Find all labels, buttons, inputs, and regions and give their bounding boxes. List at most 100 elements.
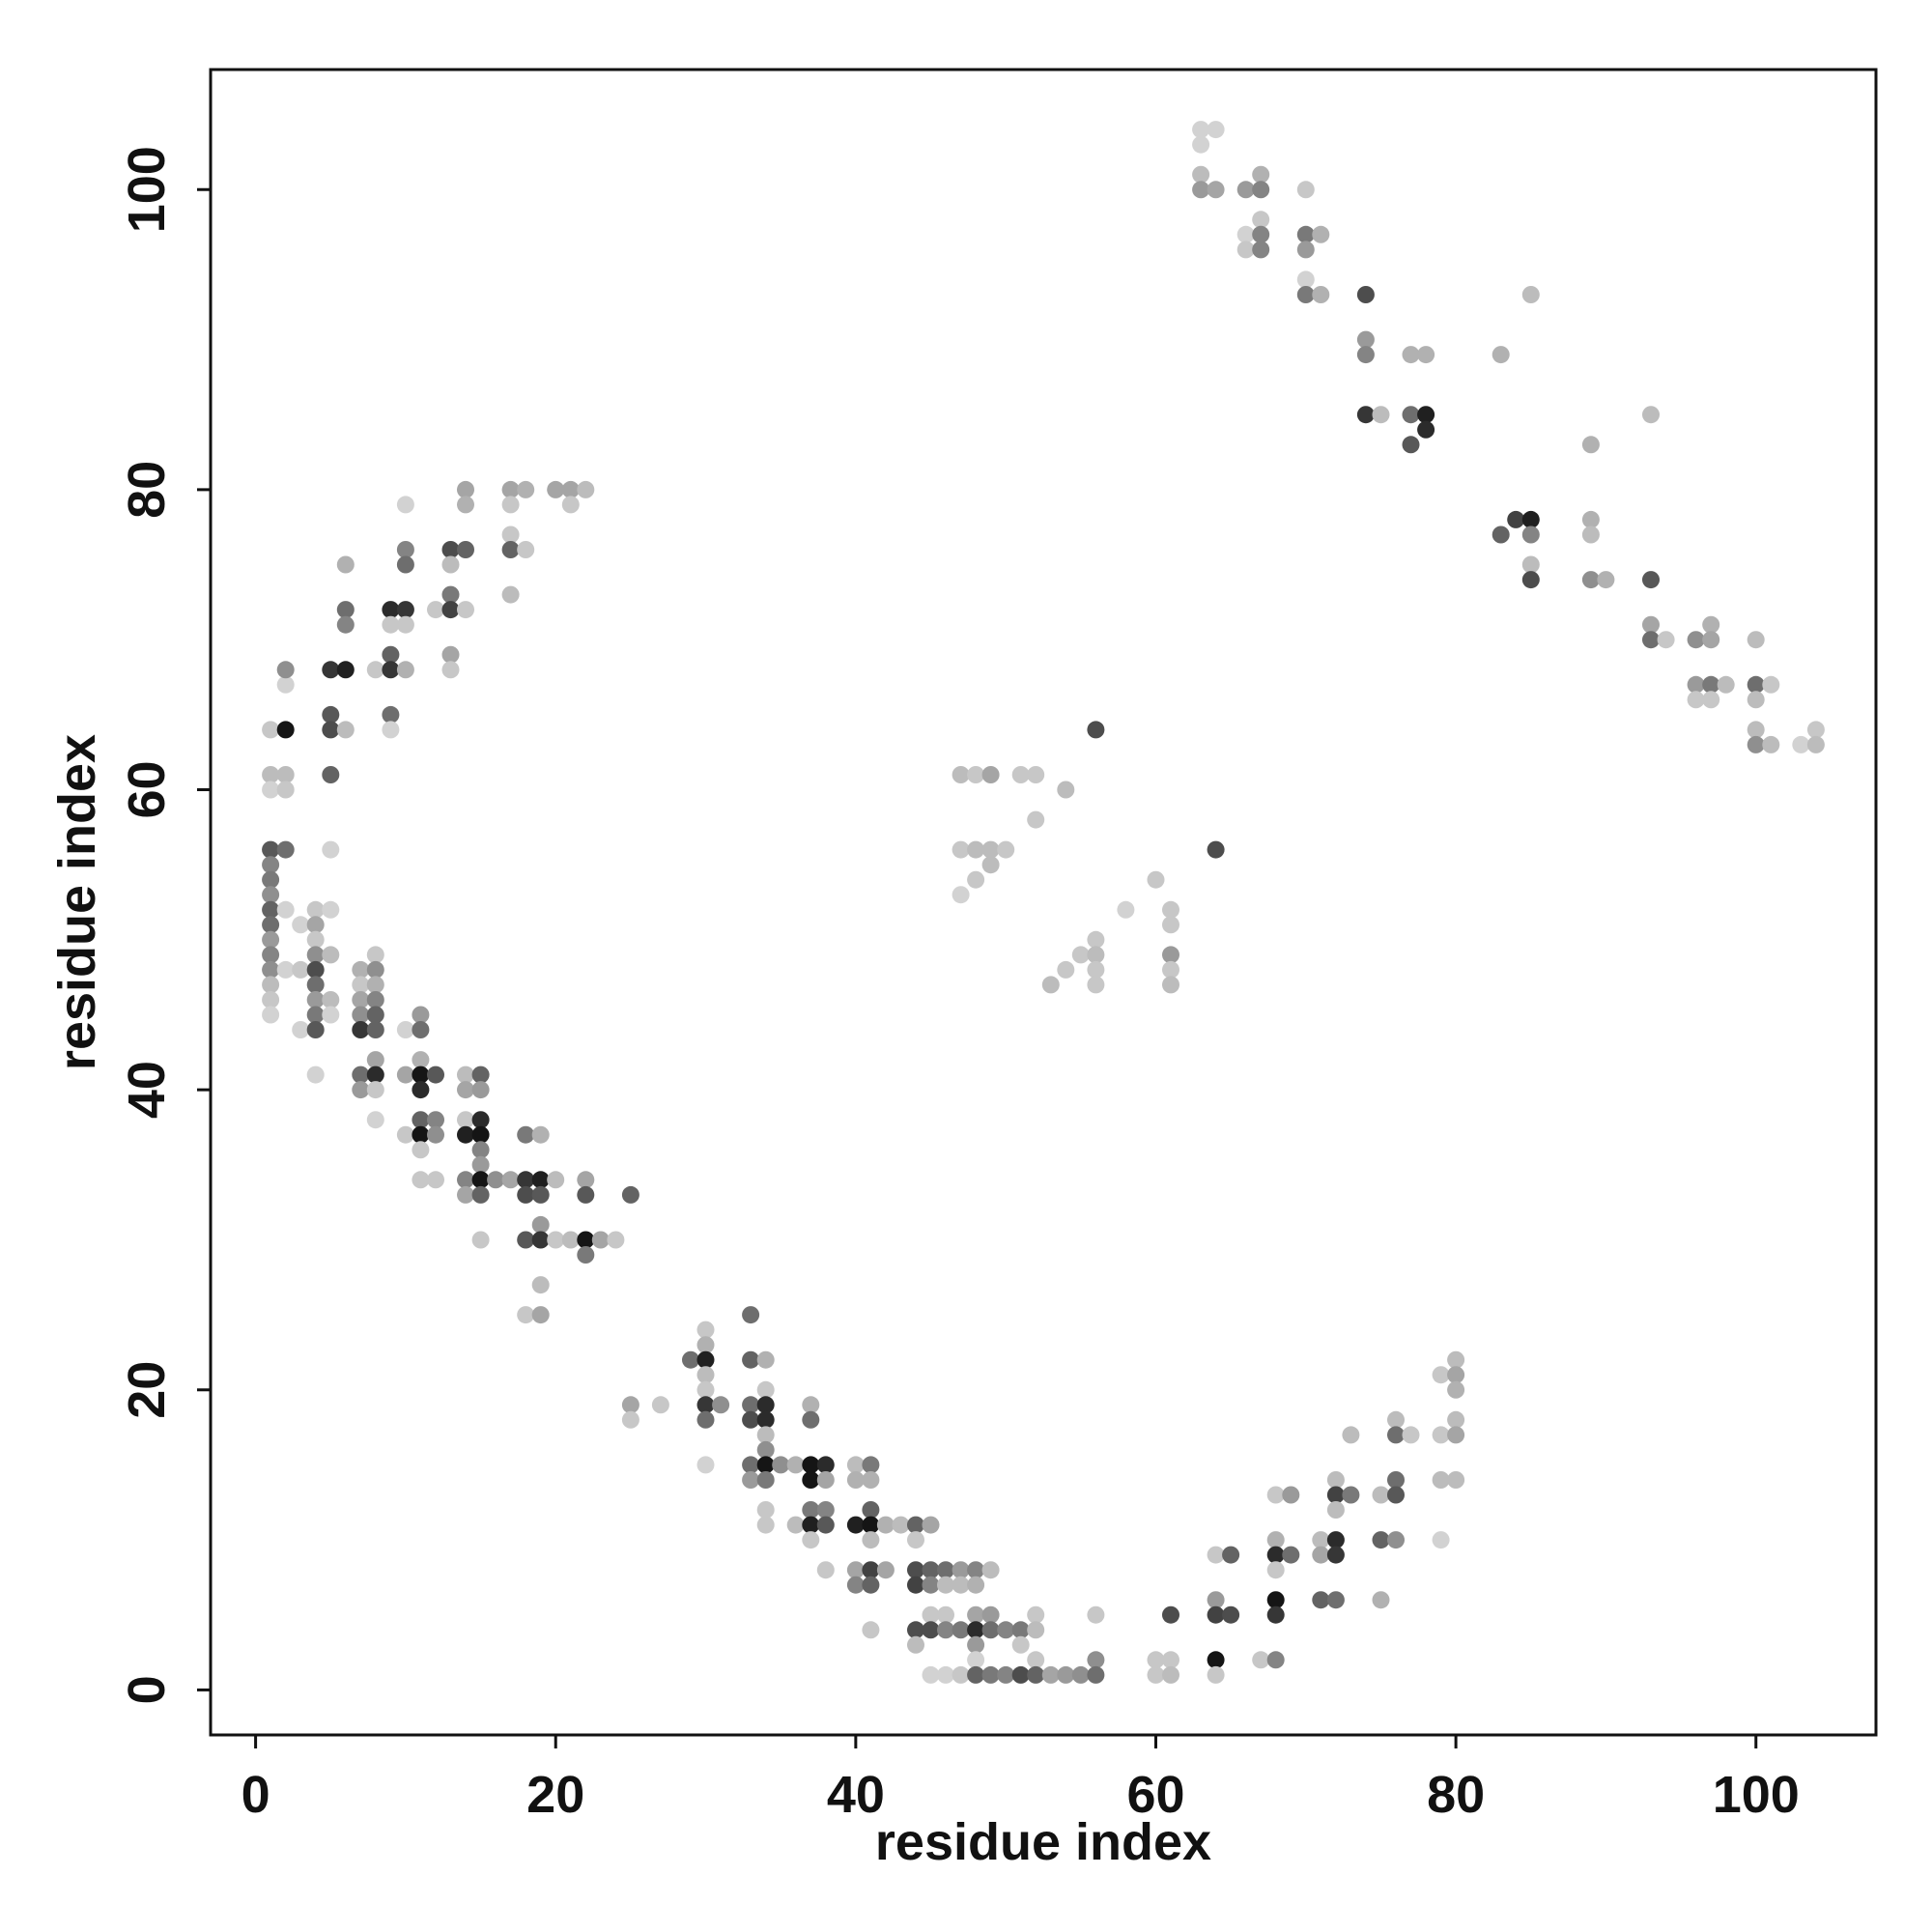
data-point xyxy=(517,1231,535,1249)
data-point xyxy=(802,1456,820,1474)
data-point xyxy=(1747,735,1765,753)
data-point xyxy=(396,555,414,574)
data-point xyxy=(907,1561,924,1579)
data-point xyxy=(1642,571,1660,589)
data-point xyxy=(967,1651,985,1669)
data-point xyxy=(531,1125,550,1144)
data-point xyxy=(1207,1605,1225,1624)
data-point xyxy=(1642,631,1660,649)
data-point xyxy=(441,601,460,619)
data-point xyxy=(997,1621,1015,1639)
data-point xyxy=(471,1065,490,1084)
data-point xyxy=(412,1171,430,1189)
data-point xyxy=(366,1065,384,1084)
data-point xyxy=(1087,946,1105,964)
data-point xyxy=(322,705,340,724)
data-point xyxy=(1252,241,1270,259)
data-point xyxy=(1342,1426,1360,1444)
x-tick-label: 60 xyxy=(1126,1766,1184,1824)
data-point xyxy=(366,1081,384,1099)
data-point xyxy=(1326,1546,1345,1564)
data-point xyxy=(772,1456,790,1474)
data-point xyxy=(1162,976,1179,994)
data-point xyxy=(366,1051,384,1069)
data-point xyxy=(396,615,414,634)
data-point xyxy=(816,1561,835,1579)
data-point xyxy=(457,1171,474,1189)
data-point xyxy=(1447,1350,1465,1369)
data-point xyxy=(1162,900,1179,919)
data-point xyxy=(276,675,295,694)
data-point xyxy=(501,585,520,604)
data-point xyxy=(276,960,295,979)
data-point xyxy=(471,1185,490,1204)
data-point xyxy=(1687,691,1705,709)
data-point xyxy=(531,1215,550,1234)
data-point xyxy=(1266,1591,1285,1609)
data-point xyxy=(696,1336,715,1354)
y-tick-label: 40 xyxy=(118,1061,176,1119)
data-point xyxy=(501,1171,520,1189)
data-point xyxy=(322,1006,340,1024)
data-point xyxy=(1027,1605,1045,1624)
data-point xyxy=(396,1065,414,1084)
data-point xyxy=(997,1665,1015,1684)
data-point xyxy=(517,480,535,498)
data-point xyxy=(907,1621,924,1639)
data-point xyxy=(981,766,1000,783)
data-point xyxy=(1041,1665,1060,1684)
y-tick-label: 100 xyxy=(118,146,176,233)
data-point xyxy=(1581,510,1600,528)
data-point xyxy=(1087,930,1105,949)
data-point xyxy=(1356,346,1375,364)
data-point xyxy=(1372,1486,1390,1504)
data-point xyxy=(1762,675,1780,694)
data-point xyxy=(802,1471,820,1489)
data-point xyxy=(816,1501,835,1519)
data-point xyxy=(306,916,325,934)
data-point xyxy=(1057,1665,1075,1684)
data-point xyxy=(396,541,414,558)
data-point xyxy=(366,1111,384,1129)
x-axis: 0 20 40 60 80 100 xyxy=(242,1735,1800,1824)
y-tick-label: 20 xyxy=(118,1361,176,1419)
data-point xyxy=(262,991,280,1009)
data-point xyxy=(1011,1665,1030,1684)
data-point xyxy=(1521,526,1540,544)
data-point xyxy=(1342,1486,1360,1504)
data-point xyxy=(322,766,340,783)
data-point xyxy=(1356,330,1375,349)
data-point xyxy=(756,1456,775,1474)
data-point xyxy=(262,946,280,964)
data-point xyxy=(352,976,370,994)
data-point xyxy=(412,1065,430,1084)
data-point xyxy=(981,1605,1000,1624)
data-point xyxy=(262,960,280,979)
data-point xyxy=(876,1561,895,1579)
data-point xyxy=(802,1410,820,1429)
data-point xyxy=(952,1576,970,1594)
data-point xyxy=(322,661,340,679)
data-point xyxy=(1236,241,1255,259)
data-point xyxy=(1222,1546,1240,1564)
data-point xyxy=(907,1516,924,1534)
data-point xyxy=(471,1081,490,1099)
data-point xyxy=(1162,1605,1179,1624)
data-point xyxy=(591,1231,610,1249)
data-point xyxy=(621,1185,639,1204)
data-point xyxy=(561,480,580,498)
data-point xyxy=(1402,436,1420,454)
data-point xyxy=(607,1231,625,1249)
data-point xyxy=(1236,225,1255,243)
data-point xyxy=(531,1171,550,1189)
data-point xyxy=(846,1576,865,1594)
data-point xyxy=(1192,135,1210,154)
data-point xyxy=(981,840,1000,859)
data-point xyxy=(1252,225,1270,243)
data-point xyxy=(262,886,280,904)
data-point xyxy=(1296,181,1315,199)
data-point xyxy=(1326,1531,1345,1549)
data-point xyxy=(1252,165,1270,184)
data-point xyxy=(427,1065,444,1084)
data-point xyxy=(366,661,384,679)
